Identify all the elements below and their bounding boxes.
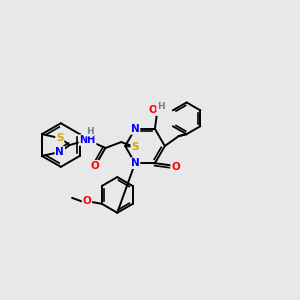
- Text: N: N: [56, 147, 64, 157]
- Text: H: H: [86, 127, 93, 136]
- Text: O: O: [171, 162, 180, 172]
- Text: S: S: [56, 133, 64, 143]
- Text: H: H: [157, 102, 165, 111]
- Text: N: N: [131, 158, 140, 168]
- Text: NH: NH: [80, 135, 96, 145]
- Text: O: O: [82, 196, 91, 206]
- Text: O: O: [90, 161, 99, 171]
- Text: O: O: [148, 105, 157, 115]
- Text: N: N: [131, 124, 140, 134]
- Text: S: S: [131, 142, 139, 152]
